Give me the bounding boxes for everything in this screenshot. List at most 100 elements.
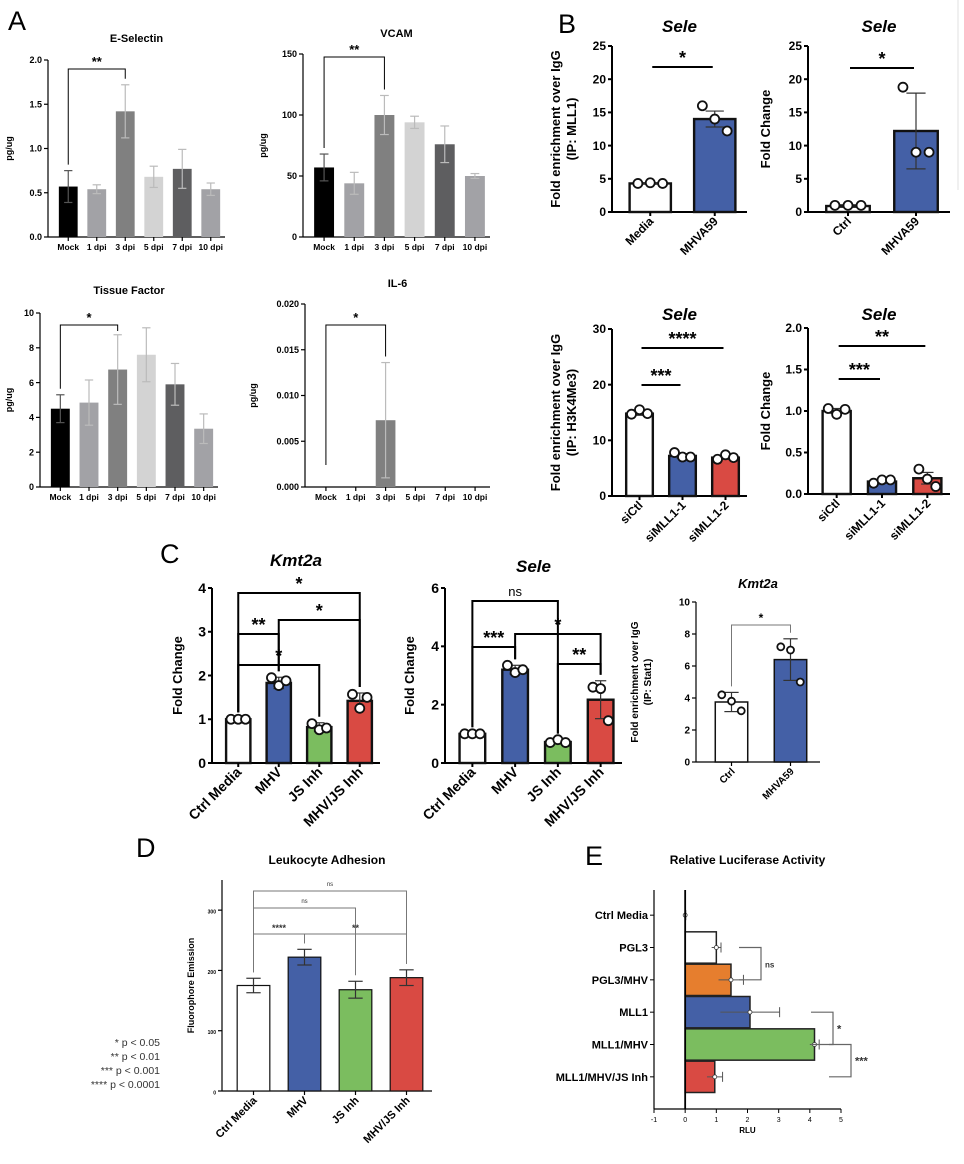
bar — [501, 668, 530, 765]
significance-label: ** — [875, 327, 889, 347]
category-label: PGL3/MHV — [592, 975, 649, 987]
category-label: siMLL1-1 — [841, 496, 888, 543]
data-point — [822, 403, 834, 414]
y-axis-label: Fold Change — [758, 90, 773, 169]
significance-label: *** — [650, 366, 671, 386]
x-tick-label: 3 — [777, 1117, 781, 1124]
category-label: siMLL1-1 — [642, 498, 689, 545]
significance-label: ns — [301, 899, 307, 905]
category-label: MLL1/MHV — [592, 1040, 649, 1052]
chart-title: Relative Luciferase Activity — [670, 853, 826, 867]
y-tick-label: 30 — [593, 322, 607, 336]
category-label: 5 dpi — [144, 242, 164, 252]
bar — [265, 681, 293, 765]
data-point — [502, 659, 513, 671]
x-tick-label: -1 — [651, 1117, 657, 1124]
bar — [236, 984, 271, 1092]
significance-label: * — [295, 574, 302, 594]
data-point — [727, 696, 736, 706]
significance-bracket — [237, 664, 321, 717]
y-tick-label: 0 — [29, 482, 34, 492]
category-label: 1 dpi — [87, 242, 107, 252]
category-label: siMLL1-2 — [685, 498, 732, 545]
bar — [434, 144, 455, 237]
y-tick-label: 20 — [789, 72, 803, 86]
bar — [684, 931, 718, 964]
chart-a4: IL-6 0.000 0.005 0.010 0.015 0.020 pg/ug Mock 1 … — [248, 278, 490, 502]
y-tick-label: 1.0 — [785, 404, 802, 418]
data-point — [712, 1074, 718, 1080]
significance-label: **** — [668, 329, 696, 349]
significance-label: ** — [349, 42, 360, 57]
y-tick-label: 1.5 — [29, 99, 42, 109]
category-label: Ctrl — [830, 214, 855, 239]
data-point — [712, 453, 723, 465]
category-label: 5 dpi — [136, 492, 156, 502]
y-tick-label: 5 — [795, 172, 802, 186]
chart-a3: Tissue Factor 0 2 4 6 8 10 pg/ug Mock 1 dpi 3 dpi 5… — [4, 285, 218, 502]
y-tick-label: 0.0 — [785, 487, 802, 501]
data-point — [273, 680, 285, 691]
data-point — [560, 737, 571, 748]
y-axis-label: Fold enrichment over IgG — [548, 334, 563, 491]
data-point — [795, 677, 805, 687]
bar — [464, 176, 485, 237]
significance-label: **** — [272, 923, 287, 933]
data-point — [517, 664, 529, 676]
y-tick-label: 3 — [198, 624, 206, 640]
chart-title: Tissue Factor — [93, 285, 165, 297]
bar — [287, 956, 322, 1092]
data-point — [685, 451, 696, 463]
y-tick-label: 0.020 — [276, 299, 299, 309]
y-tick-label: 6 — [684, 662, 690, 673]
y-tick-label: 6 — [431, 580, 439, 596]
category-label: Media — [622, 214, 656, 248]
category-label: 3 dpi — [108, 492, 128, 502]
bar — [684, 1028, 816, 1061]
category-label: JS Inh — [330, 1094, 362, 1126]
data-point — [474, 728, 486, 740]
bar — [624, 412, 655, 498]
y-axis-label: (IP: MLL1) — [564, 98, 579, 161]
bar — [194, 428, 214, 487]
category-label: 10 dpi — [198, 242, 223, 252]
data-point — [885, 474, 896, 486]
data-point — [855, 199, 867, 211]
data-point — [306, 718, 318, 730]
bar — [108, 369, 128, 487]
category-label: 10 dpi — [463, 242, 488, 252]
chart-e: Relative Luciferase Activity -1 0 1 2 3 4 5 RLU C… — [556, 853, 869, 1135]
y-tick-label: 50 — [287, 171, 297, 181]
significance-label: *** — [483, 628, 504, 648]
p-legend-item: *** p < 0.001 — [101, 1065, 160, 1077]
panel-letter-e: E — [585, 841, 603, 871]
y-tick-label: 0 — [431, 755, 439, 771]
data-point — [354, 702, 366, 714]
significance-bracket — [739, 946, 762, 981]
y-tick-label: 20 — [593, 378, 607, 392]
category-label: MLL1/MHV/JS Inh — [556, 1072, 649, 1084]
y-tick-label: 10 — [24, 308, 34, 318]
data-point — [240, 713, 251, 725]
data-point — [786, 645, 795, 655]
y-tick-label: 1 — [198, 711, 206, 727]
category-label: 10 dpi — [191, 492, 216, 502]
data-point — [347, 688, 358, 700]
category-label: 1 dpi — [344, 242, 364, 252]
significance-label: ** — [352, 923, 360, 933]
bar — [144, 176, 164, 237]
category-label: MLL1 — [619, 1007, 648, 1019]
bar — [389, 977, 424, 1092]
y-tick-label: 1.0 — [29, 144, 42, 154]
data-point — [728, 452, 739, 463]
significance-label: * — [353, 310, 359, 325]
y-tick-label: 2 — [29, 447, 34, 457]
significance-label: * — [275, 646, 282, 666]
data-point — [713, 945, 719, 950]
y-tick-label: 0 — [213, 1091, 216, 1097]
bar — [201, 189, 221, 237]
y-tick-label: 0.5 — [785, 446, 802, 460]
significance-label: * — [554, 615, 561, 635]
y-tick-label: 4 — [29, 413, 34, 423]
